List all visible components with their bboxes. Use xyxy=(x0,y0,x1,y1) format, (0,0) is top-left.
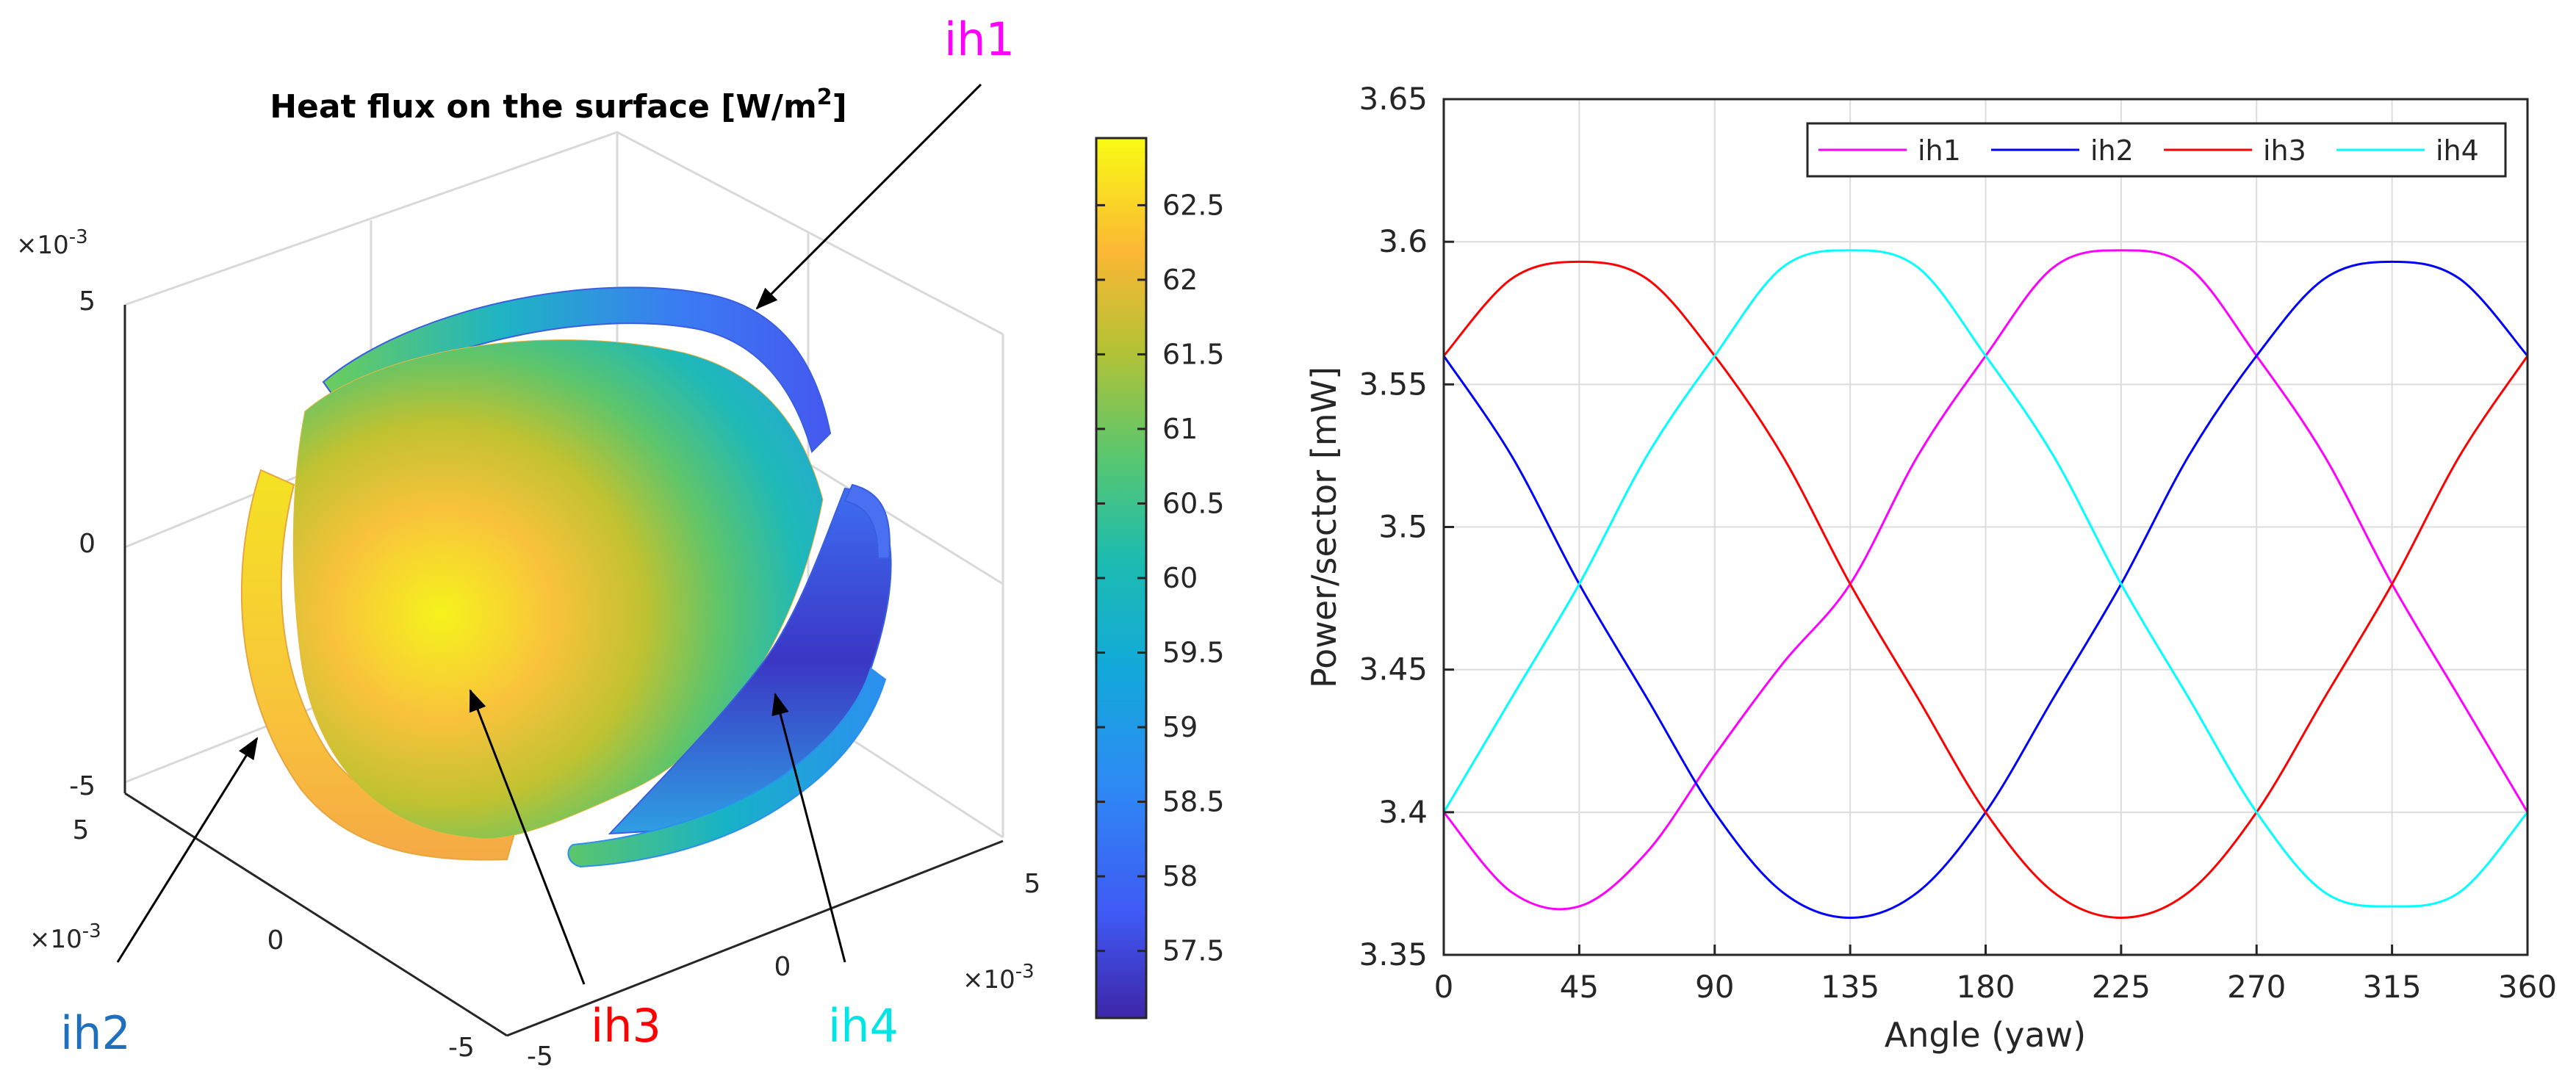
y-tick-label: 3.55 xyxy=(1359,366,1428,402)
x-tick-label: 360 xyxy=(2498,969,2557,1005)
legend-label-ih2: ih2 xyxy=(2090,134,2134,167)
z-tick-5: 5 xyxy=(79,286,96,317)
3d-axes xyxy=(123,305,1004,1037)
x-axis-label: Angle (yaw) xyxy=(1885,1015,2086,1055)
colorbar-tick-label: 62 xyxy=(1162,264,1198,296)
shell-bottom xyxy=(567,667,887,868)
legend-label-ih4: ih4 xyxy=(2436,134,2479,167)
y-tick-label: 3.35 xyxy=(1359,936,1428,972)
shell-ih1 xyxy=(322,286,832,453)
surface-shells xyxy=(240,286,892,868)
x-tick-label: 45 xyxy=(1560,969,1599,1005)
y-tick-label: 3.4 xyxy=(1378,794,1428,830)
y-exponent-label: ×10-3 xyxy=(29,920,101,954)
series-line-ih3 xyxy=(1442,260,2529,920)
series-line-ih4 xyxy=(1442,249,2529,908)
colorbar-tick-label: 57.5 xyxy=(1162,935,1225,967)
arrow-ih3 xyxy=(469,689,586,985)
colorbar-tick-label: 58 xyxy=(1162,860,1198,892)
y-tick-neg5: -5 xyxy=(448,1033,475,1063)
colorbar-tick-label: 60 xyxy=(1162,562,1198,594)
surface-plot-panel: Heat flux on the surface [W/m2] ×10-3 5 … xyxy=(16,12,1225,1072)
y-tick-label: 3.65 xyxy=(1359,81,1428,117)
colorbar-tick-label: 59.5 xyxy=(1162,637,1225,669)
legend: ih1 ih2 ih3 ih4 xyxy=(1806,122,2507,178)
colorbar-tick-label: 61 xyxy=(1162,413,1198,445)
z-tick-neg5: -5 xyxy=(69,771,96,801)
legend-label-ih3: ih3 xyxy=(2263,134,2306,167)
colorbar-ticks: 62.5 62 61.5 61 60.5 60 59.5 59 58.5 58 57.5 xyxy=(1096,189,1225,967)
label-ih3: ih3 xyxy=(591,999,661,1053)
shell-ih2 xyxy=(240,469,516,861)
line-chart-panel: 0 45 90 135 180 225 270 315 360 3.35 3.4 3.45 3.5 3.5… xyxy=(1304,81,2557,1055)
x-tick-label: 135 xyxy=(1821,969,1879,1005)
colorbar-tick-label: 59 xyxy=(1162,711,1198,743)
y-tick-0: 0 xyxy=(267,925,284,956)
series-lines xyxy=(1442,249,2529,920)
tick-labels: 0 45 90 135 180 225 270 315 360 3.35 3.4 3.45 3.5 3.5… xyxy=(1359,81,2557,1005)
label-ih4: ih4 xyxy=(828,999,899,1053)
arrow-ih2 xyxy=(116,737,259,963)
x-tick-0: 0 xyxy=(774,952,791,982)
x-tick-neg5: -5 xyxy=(527,1042,553,1072)
x-tick-label: 225 xyxy=(2092,969,2151,1005)
arrow-ih1 xyxy=(755,83,982,310)
x-tick-label: 180 xyxy=(1956,969,2015,1005)
x-tick-label: 90 xyxy=(1695,969,1734,1005)
y-tick-label: 3.5 xyxy=(1378,509,1428,545)
x-tick-label: 0 xyxy=(1434,969,1454,1005)
y-tick-5: 5 xyxy=(73,815,90,845)
shell-ih4-outer xyxy=(843,483,891,559)
z-exponent-label: ×10-3 xyxy=(16,226,88,260)
colorbar-tick-label: 62.5 xyxy=(1162,189,1225,221)
label-ih1: ih1 xyxy=(944,12,1015,66)
arrow-ih4 xyxy=(771,693,846,963)
x-exponent-label: ×10-3 xyxy=(963,961,1035,995)
colorbar-tick-label: 61.5 xyxy=(1162,338,1225,370)
x-tick-5: 5 xyxy=(1024,869,1041,899)
y-tick-label: 3.6 xyxy=(1378,223,1428,259)
legend-label-ih1: ih1 xyxy=(1918,134,1961,167)
label-ih2: ih2 xyxy=(60,1006,131,1060)
colorbar-tick-label: 60.5 xyxy=(1162,487,1225,519)
x-tick-label: 315 xyxy=(2363,969,2422,1005)
surface-plot-title: Heat flux on the surface [W/m2] xyxy=(270,84,847,126)
colorbar-tick-label: 58.5 xyxy=(1162,786,1225,818)
y-tick-label: 3.45 xyxy=(1359,652,1428,687)
z-tick-0: 0 xyxy=(79,529,96,559)
callout-arrows xyxy=(116,83,982,985)
x-tick-label: 270 xyxy=(2227,969,2286,1005)
y-axis-label: Power/sector [mW] xyxy=(1304,367,1344,688)
